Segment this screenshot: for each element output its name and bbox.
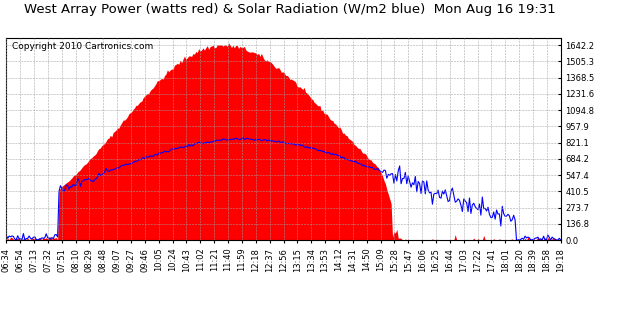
Text: Copyright 2010 Cartronics.com: Copyright 2010 Cartronics.com [12, 43, 153, 52]
Text: West Array Power (watts red) & Solar Radiation (W/m2 blue)  Mon Aug 16 19:31: West Array Power (watts red) & Solar Rad… [24, 3, 556, 16]
